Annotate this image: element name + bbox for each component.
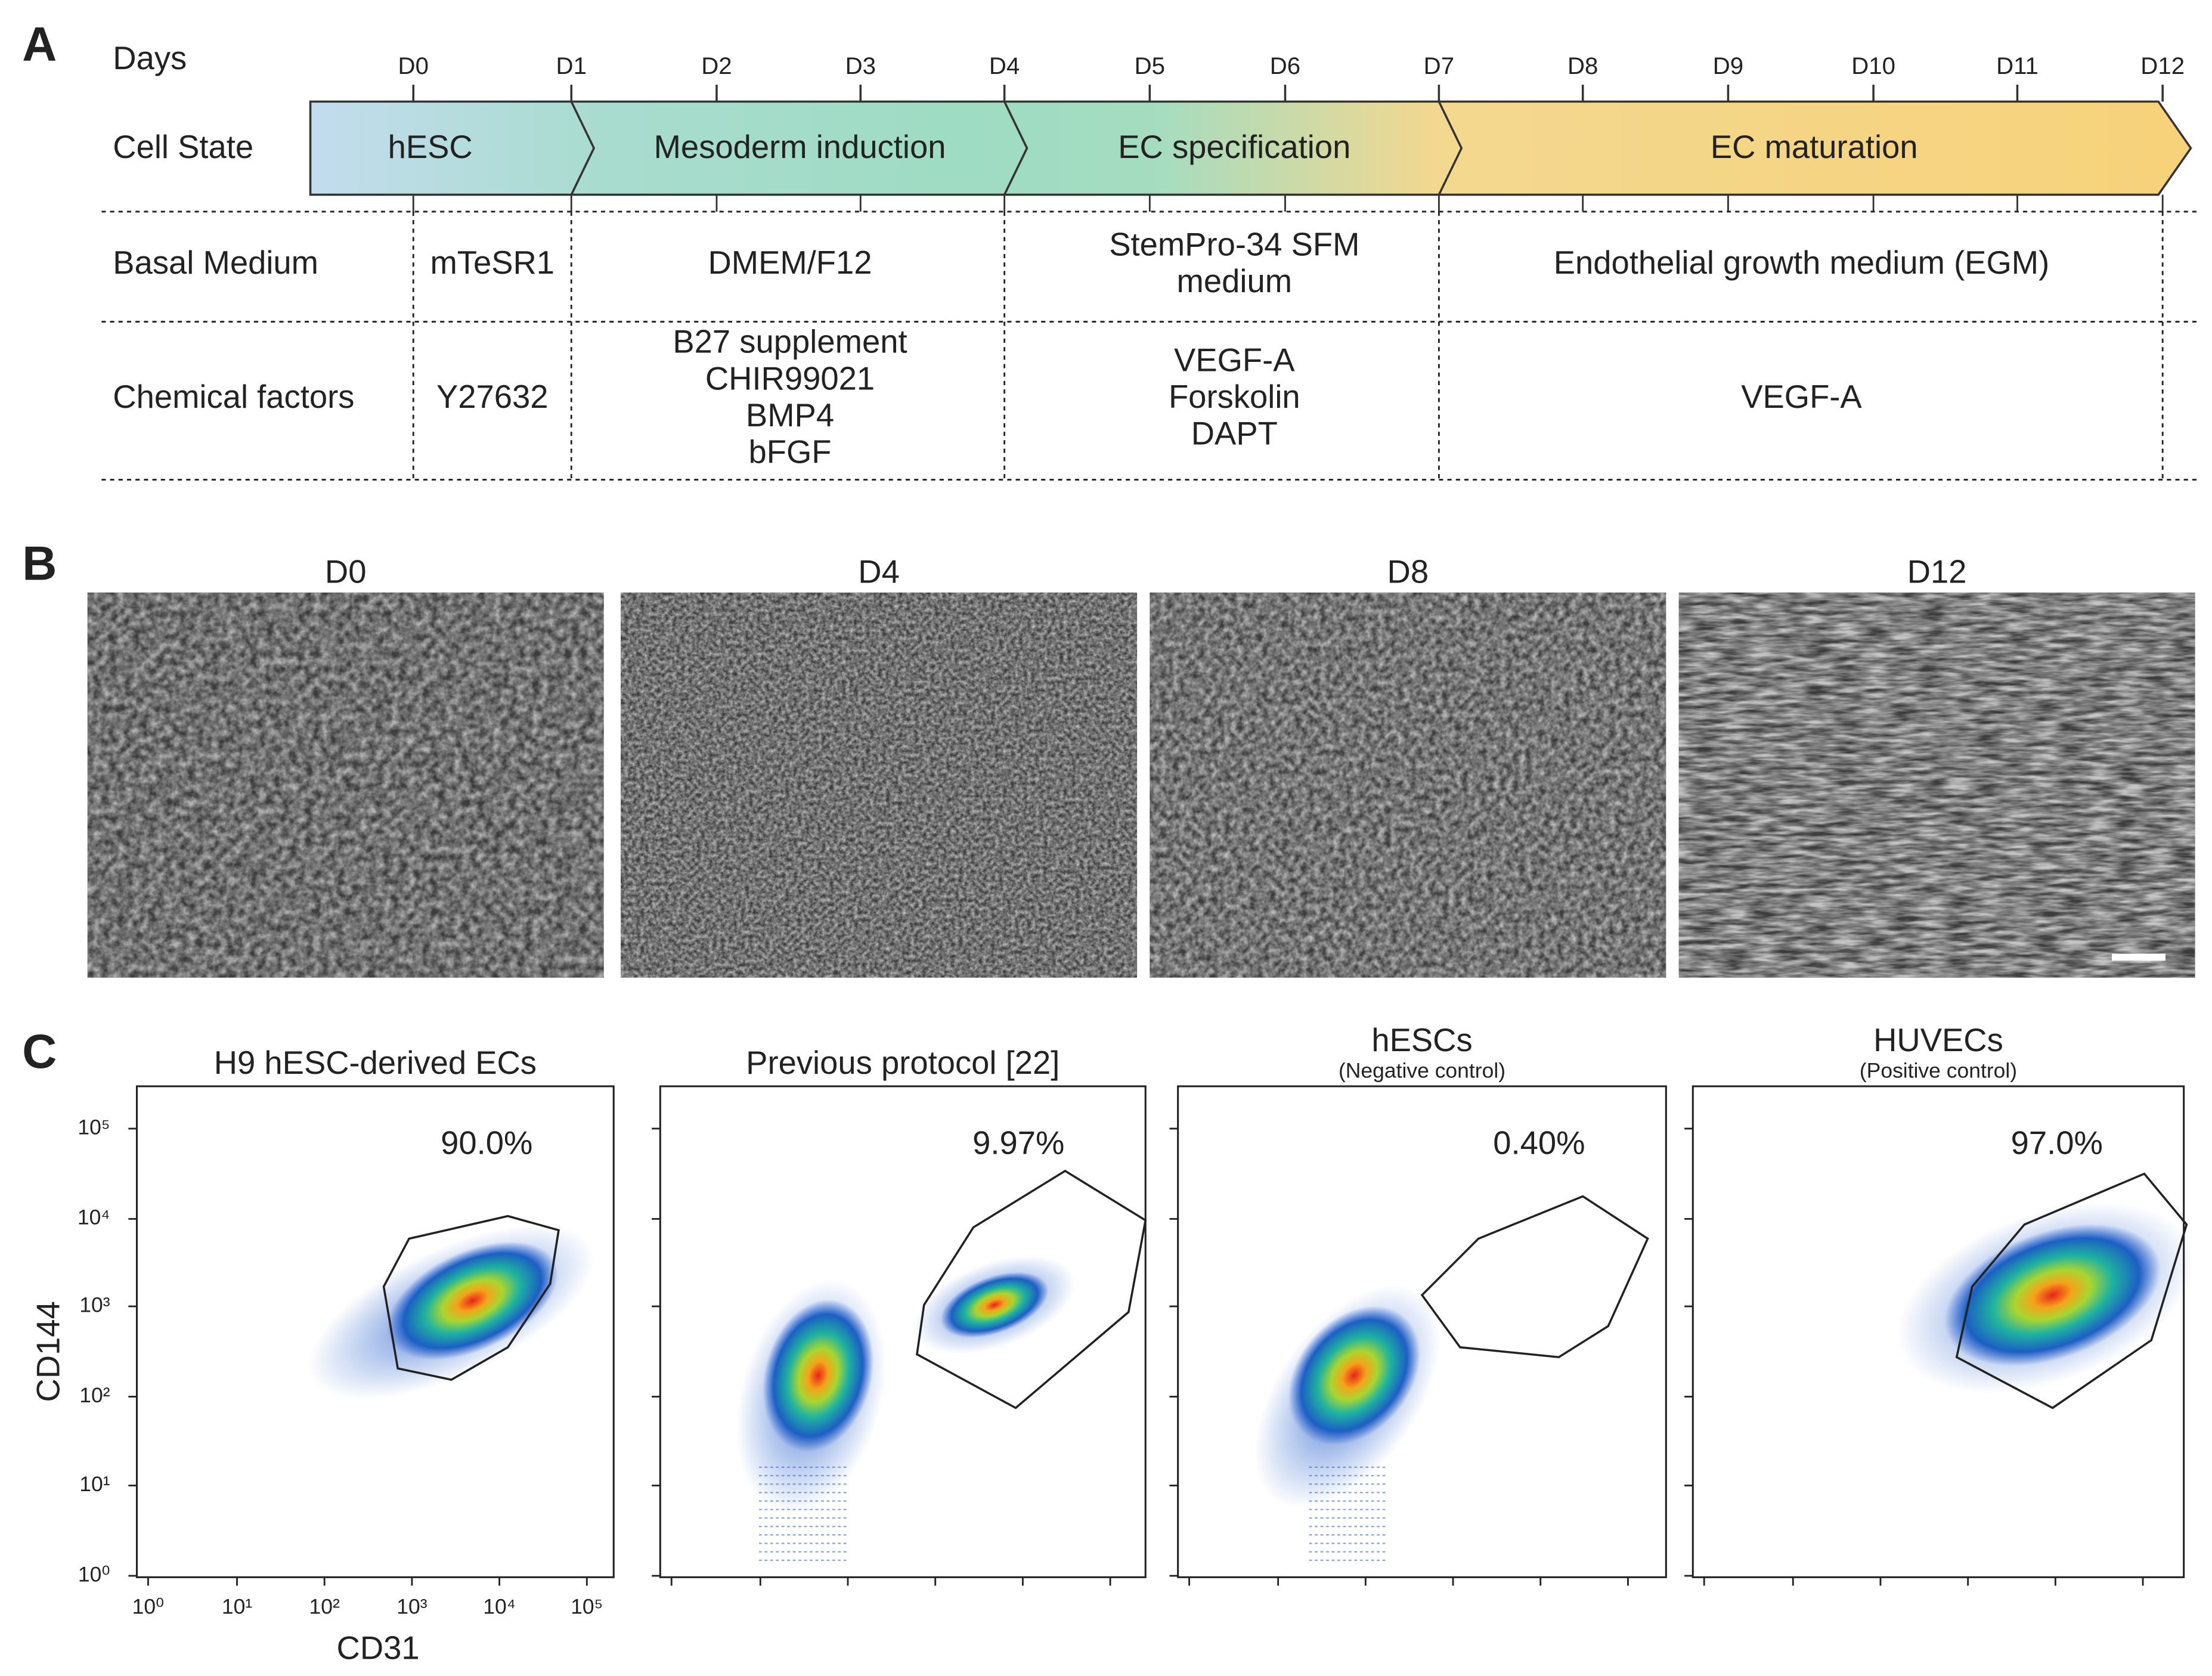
day-label: D10 [1851, 52, 1895, 79]
factor-label: VEGF-A [1741, 379, 1862, 415]
medium-label: StemPro-34 SFM [1109, 226, 1359, 262]
stage-label: EC specification [1118, 129, 1350, 165]
stage-label: hESC [388, 129, 473, 165]
stage-arrow [309, 100, 2192, 196]
image-title: D12 [1907, 553, 1967, 590]
factor-label: BMP4 [746, 397, 834, 433]
row-label: Days [113, 40, 187, 76]
x-tick-label: 10⁴ [483, 1595, 516, 1619]
plot-title: hESCs [1371, 1022, 1472, 1058]
x-tick-label: 10¹ [222, 1595, 252, 1619]
panel-label: C [22, 1025, 57, 1079]
day-label: D12 [2140, 52, 2185, 79]
density-cloud [1288, 1306, 1421, 1445]
y-tick-label: 10¹ [79, 1472, 110, 1496]
medium-label: DMEM/F12 [708, 244, 872, 281]
axis-label: CD144 [30, 1301, 67, 1402]
day-label: D2 [701, 52, 732, 79]
flow-plot [128, 1085, 850, 1586]
plot-title: H9 hESC-derived ECs [214, 1045, 537, 1081]
gate-percent: 0.40% [1493, 1125, 1585, 1161]
factor-label: Forskolin [1169, 379, 1300, 415]
flow-plot [1684, 1085, 2195, 1586]
day-label: D0 [398, 52, 429, 79]
density-cloud [940, 1272, 1049, 1338]
plot-subtitle: (Negative control) [1339, 1059, 1505, 1083]
flow-plot [1169, 1085, 1667, 1586]
scale-bar [2112, 953, 2165, 961]
factor-label: VEGF-A [1174, 342, 1295, 379]
factor-label: bFGF [748, 433, 831, 470]
image-title: D0 [325, 553, 367, 590]
plot-frame [1177, 1085, 1667, 1578]
micrograph [621, 592, 1138, 978]
plot-frame [135, 1085, 615, 1578]
image-title: D4 [858, 553, 900, 590]
density-cloud [1944, 1223, 2161, 1367]
day-label: D9 [1713, 52, 1743, 79]
density-cloud [386, 1241, 559, 1360]
y-tick-label: 10⁴ [78, 1206, 110, 1229]
y-tick-label: 10⁰ [78, 1562, 110, 1586]
gate [1420, 1195, 1649, 1359]
image-title: D8 [1387, 553, 1429, 590]
x-tick-label: 10⁰ [132, 1595, 165, 1619]
micrograph [87, 592, 604, 978]
plot-title: HUVECs [1873, 1022, 2003, 1058]
medium-label: medium [1177, 263, 1293, 299]
medium-label: Endothelial growth medium (EGM) [1554, 244, 2050, 281]
micrograph [1150, 592, 1666, 978]
plot-frame [1691, 1085, 2185, 1578]
factor-label: Y27632 [436, 379, 549, 415]
day-label: D7 [1424, 52, 1454, 79]
stage-label: EC maturation [1711, 129, 1918, 165]
day-label: D3 [845, 52, 876, 79]
x-tick-label: 10² [309, 1595, 340, 1619]
y-tick-label: 10³ [79, 1293, 110, 1316]
micrograph [1678, 592, 2195, 978]
medium-label: mTeSR1 [430, 244, 554, 281]
density-cloud [763, 1299, 874, 1452]
x-tick-label: 10⁵ [571, 1595, 603, 1619]
stage-chevron [1438, 101, 1463, 196]
gate-percent: 90.0% [441, 1125, 532, 1161]
panel-label: A [22, 18, 57, 72]
gate-percent: 9.97% [972, 1125, 1064, 1161]
gate [382, 1215, 560, 1381]
factor-label: DAPT [1191, 416, 1278, 452]
plot-subtitle: (Positive control) [1860, 1059, 2017, 1083]
row-label: Basal Medium [113, 244, 318, 281]
row-label: Cell State [113, 129, 253, 165]
gate [1955, 1172, 2188, 1409]
day-label: D1 [556, 52, 587, 79]
stage-label: Mesoderm induction [654, 129, 946, 165]
axis-label: CD31 [337, 1630, 420, 1666]
factor-label: CHIR99021 [705, 360, 875, 396]
plot-title: Previous protocol [22] [746, 1045, 1059, 1081]
x-tick-label: 10³ [396, 1595, 427, 1619]
y-tick-label: 10⁵ [78, 1115, 110, 1139]
panel-label: B [22, 537, 57, 590]
gate [916, 1169, 1147, 1409]
flow-plot [652, 1085, 1386, 1586]
day-label: D11 [1996, 52, 2038, 79]
day-label: D8 [1567, 52, 1598, 79]
factor-label: B27 supplement [673, 324, 907, 360]
day-label: D6 [1270, 52, 1300, 79]
day-label: D4 [989, 52, 1020, 79]
gate-percent: 97.0% [2011, 1125, 2103, 1161]
stage-chevron [570, 101, 596, 196]
stage-chevron [1003, 101, 1028, 196]
plot-frame [659, 1085, 1147, 1578]
row-label: Chemical factors [113, 379, 354, 415]
y-tick-label: 10² [79, 1383, 110, 1407]
day-label: D5 [1135, 52, 1165, 79]
